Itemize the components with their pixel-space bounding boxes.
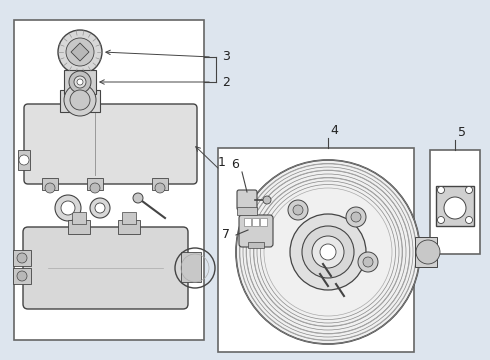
Circle shape [346,207,366,227]
Bar [260,218,267,226]
Bar [252,218,259,226]
FancyBboxPatch shape [237,190,257,210]
Bar [430,150,480,254]
Bar [87,178,103,190]
Circle shape [302,226,354,278]
Bar [122,212,136,224]
Circle shape [416,240,440,264]
Bar [415,237,437,267]
Bar [13,250,31,266]
Circle shape [90,198,110,218]
Bar [181,252,201,282]
Text: 7: 7 [222,229,230,242]
Circle shape [438,186,444,194]
FancyBboxPatch shape [239,215,273,247]
Circle shape [438,216,444,224]
Bar [60,90,100,112]
Circle shape [77,79,83,85]
Circle shape [155,183,165,193]
Circle shape [17,271,27,281]
Circle shape [312,236,344,268]
Circle shape [95,203,105,213]
Circle shape [17,253,27,263]
Circle shape [58,30,102,74]
Text: 6: 6 [231,158,239,171]
Circle shape [19,155,29,165]
Bar [248,242,264,248]
Bar [68,220,90,234]
Bar [244,218,251,226]
Circle shape [293,205,303,215]
Bar [118,220,140,234]
Circle shape [466,186,472,194]
Bar [152,178,168,190]
Text: 4: 4 [330,123,338,136]
Bar [64,70,96,94]
Circle shape [55,195,81,221]
Circle shape [64,84,96,116]
Circle shape [69,71,91,93]
FancyBboxPatch shape [23,227,188,309]
Text: 3: 3 [222,50,230,63]
Bar [436,186,474,226]
Text: 5: 5 [458,126,466,139]
Circle shape [66,38,94,66]
Circle shape [90,183,100,193]
Circle shape [70,90,90,110]
Bar [18,150,30,170]
Circle shape [61,201,75,215]
Circle shape [74,76,86,88]
Circle shape [320,244,336,260]
Bar [218,148,414,352]
Circle shape [288,200,308,220]
Text: 1: 1 [218,156,226,168]
Bar [237,207,257,215]
Bar [72,212,86,224]
Circle shape [358,252,378,272]
Circle shape [290,214,366,290]
Bar [14,20,204,340]
Circle shape [236,160,420,344]
FancyBboxPatch shape [24,104,197,184]
Circle shape [444,197,466,219]
Circle shape [351,212,361,222]
Circle shape [263,196,271,204]
Circle shape [45,183,55,193]
Circle shape [466,216,472,224]
Circle shape [133,193,143,203]
Circle shape [363,257,373,267]
Bar [13,268,31,284]
Text: 2: 2 [222,76,230,89]
Bar [42,178,58,190]
